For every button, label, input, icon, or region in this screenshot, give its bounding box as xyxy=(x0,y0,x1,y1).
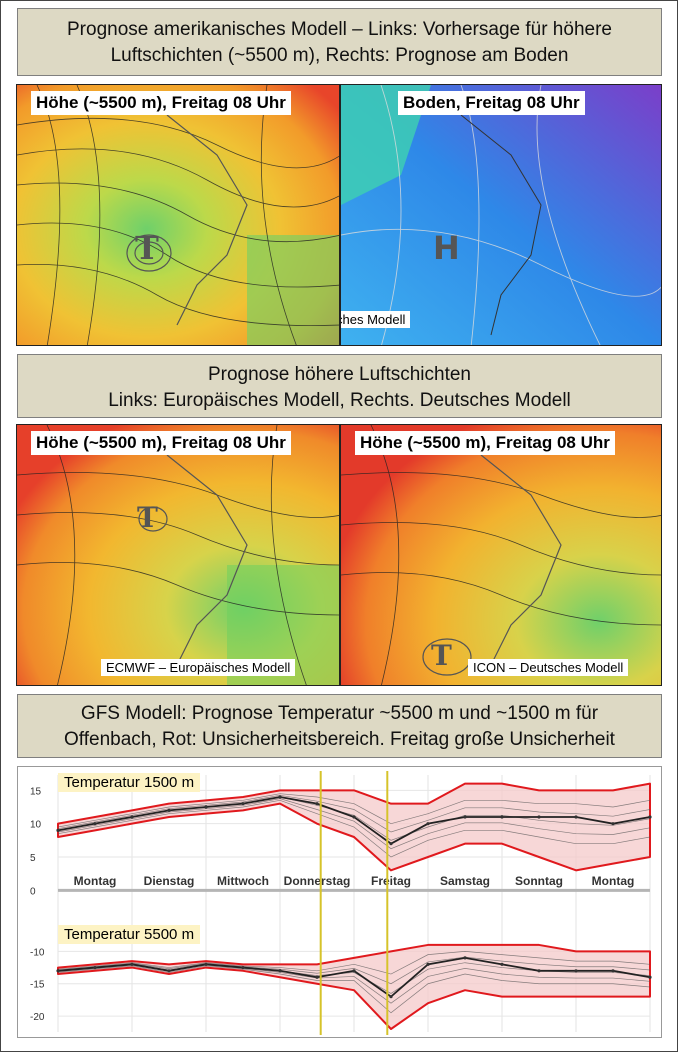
data-point xyxy=(537,815,541,819)
top-banner-line1: Prognose amerikanisches Modell – Links: … xyxy=(67,19,612,40)
middle-banner: Prognose höhere Luftschichten Links: Eur… xyxy=(17,354,662,418)
high-pressure-symbol: H xyxy=(433,229,460,267)
day-label: Dienstag xyxy=(144,874,195,888)
middle-banner-line1: Prognose höhere Luftschichten xyxy=(207,364,471,385)
map-ecmwf-label: Höhe (~5500 m), Freitag 08 Uhr xyxy=(31,431,291,455)
map-ecmwf-caption: ECMWF – Europäisches Modell xyxy=(101,659,296,676)
map-gfs-upper: Höhe (~5500 m), Freitag 08 Uhr T xyxy=(16,84,340,346)
data-point xyxy=(93,822,97,826)
data-point xyxy=(130,815,134,819)
map-gfs-caption: GFS – amerikanisches Modell xyxy=(341,311,411,328)
data-point xyxy=(648,815,652,819)
data-point xyxy=(426,822,430,826)
top-banner: Prognose amerikanisches Modell – Links: … xyxy=(17,8,662,76)
data-point xyxy=(241,802,245,806)
ensemble-member-line xyxy=(57,793,651,828)
data-point xyxy=(352,969,356,973)
data-point xyxy=(352,815,356,819)
map-icon-label: Höhe (~5500 m), Freitag 08 Uhr xyxy=(355,431,615,455)
y-tick-label: -20 xyxy=(30,1012,45,1023)
data-point xyxy=(204,962,208,966)
ecmwf-low-symbol: T xyxy=(137,501,158,534)
ensemble-member-line xyxy=(57,965,651,1014)
day-label: Samstag xyxy=(440,874,490,888)
temperature-chart: 15 10 5 0 -10 -15 -20 Montag Dienstag Mittwoch Don… xyxy=(17,766,662,1038)
day-label: Montag xyxy=(74,874,117,888)
y-tick-label: -10 xyxy=(30,947,45,958)
bottom-banner: GFS Modell: Prognose Temperatur ~5500 m … xyxy=(17,694,662,758)
map-gfs-surface: Boden, Freitag 08 Uhr H GFS – amerikanis… xyxy=(340,84,662,346)
day-label: Montag xyxy=(592,874,635,888)
data-point xyxy=(537,969,541,973)
map-gfs-surface-label: Boden, Freitag 08 Uhr xyxy=(398,91,585,115)
day-label: Donnerstag xyxy=(284,874,351,888)
chart-label-5500m: Temperatur 5500 m xyxy=(58,925,201,944)
y-tick-label: 5 xyxy=(30,853,36,864)
data-point xyxy=(56,969,60,973)
data-point xyxy=(426,962,430,966)
data-point xyxy=(611,969,615,973)
data-point xyxy=(56,828,60,832)
ensemble-member-line xyxy=(57,798,651,850)
y-tick-label: 0 xyxy=(30,886,36,897)
day-label: Mittwoch xyxy=(217,874,269,888)
data-point xyxy=(315,802,319,806)
y-tick-label: 10 xyxy=(30,820,42,831)
data-point xyxy=(93,965,97,970)
data-point xyxy=(167,969,171,973)
data-point xyxy=(500,815,504,819)
low-pressure-symbol: T xyxy=(135,229,159,267)
y-tick-label: 15 xyxy=(30,786,42,797)
icon-low-symbol: T xyxy=(431,639,452,672)
ensemble-member-line xyxy=(57,799,651,858)
map-icon-caption: ICON – Deutsches Modell xyxy=(468,659,629,676)
data-point xyxy=(574,815,578,819)
data-point xyxy=(278,795,282,799)
map-ecmwf: Höhe (~5500 m), Freitag 08 Uhr T ECMWF –… xyxy=(16,424,340,686)
data-point xyxy=(611,822,615,826)
data-point xyxy=(167,808,171,812)
bottom-banner-line2: Offenbach, Rot: Unsicherheitsbereich. Fr… xyxy=(64,729,615,750)
day-label: Freitag xyxy=(371,874,411,888)
map-icon: Höhe (~5500 m), Freitag 08 Uhr T ICON – … xyxy=(340,424,662,686)
data-point xyxy=(574,969,578,973)
data-point xyxy=(500,962,504,966)
data-point xyxy=(278,969,282,973)
chart-label-1500m: Temperatur 1500 m xyxy=(58,773,201,792)
data-point xyxy=(241,965,245,970)
y-tick-label: -15 xyxy=(30,980,45,991)
map-gfs-upper-label: Höhe (~5500 m), Freitag 08 Uhr xyxy=(31,91,291,115)
ensemble-member-line xyxy=(57,956,651,985)
middle-banner-line2: Links: Europäisches Modell, Rechts. Deut… xyxy=(108,390,571,411)
bottom-banner-line1: GFS Modell: Prognose Temperatur ~5500 m … xyxy=(80,703,599,724)
data-point xyxy=(648,975,652,979)
temperature-chart-svg: 15 10 5 0 -10 -15 -20 Montag Dienstag Mittwoch Don… xyxy=(30,771,652,1035)
data-point xyxy=(130,962,134,966)
data-point xyxy=(463,956,467,960)
data-point xyxy=(463,815,467,819)
top-banner-line2: Luftschichten (~5500 m), Rechts: Prognos… xyxy=(110,45,569,66)
data-point xyxy=(389,995,393,999)
ensemble-member-line xyxy=(57,951,651,975)
day-label: Sonntag xyxy=(515,874,563,888)
data-point xyxy=(204,805,208,809)
ensemble-member-line xyxy=(57,794,651,833)
data-point xyxy=(389,842,393,846)
data-point xyxy=(315,975,319,979)
